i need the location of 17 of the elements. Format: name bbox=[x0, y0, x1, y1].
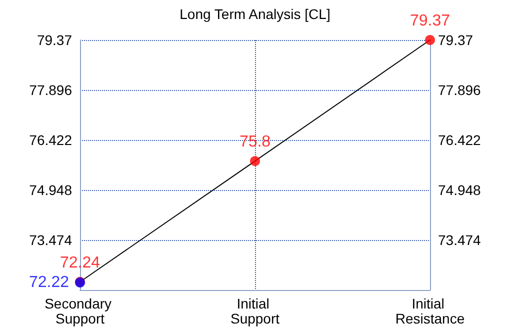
x-tick-label: Initial Support bbox=[230, 296, 280, 326]
y-tick-label: 73.474 bbox=[29, 232, 72, 248]
y2-tick-label: 79.37 bbox=[438, 32, 474, 48]
y2-tick-label: 73.474 bbox=[438, 232, 482, 248]
data-label: 75.8 bbox=[239, 134, 271, 151]
y2-tick-label: 74.948 bbox=[438, 182, 482, 198]
y-tick-label: 77.896 bbox=[29, 82, 72, 98]
x-tick-label: Initial Resistance bbox=[395, 296, 465, 326]
data-label: 79.37 bbox=[410, 12, 450, 30]
y-tick-label: 76.422 bbox=[29, 132, 72, 148]
data-label: 72.22 bbox=[28, 274, 70, 292]
y2-tick-label: 76.422 bbox=[438, 132, 482, 148]
y-tick-label: 79.37 bbox=[36, 32, 72, 48]
y2-tick-label: 77.896 bbox=[438, 82, 482, 98]
chart-title: Long Term Analysis [CL] bbox=[180, 6, 330, 22]
y-tick-label: 74.948 bbox=[29, 182, 72, 198]
x-tick-label: Secondary Support bbox=[44, 296, 116, 326]
